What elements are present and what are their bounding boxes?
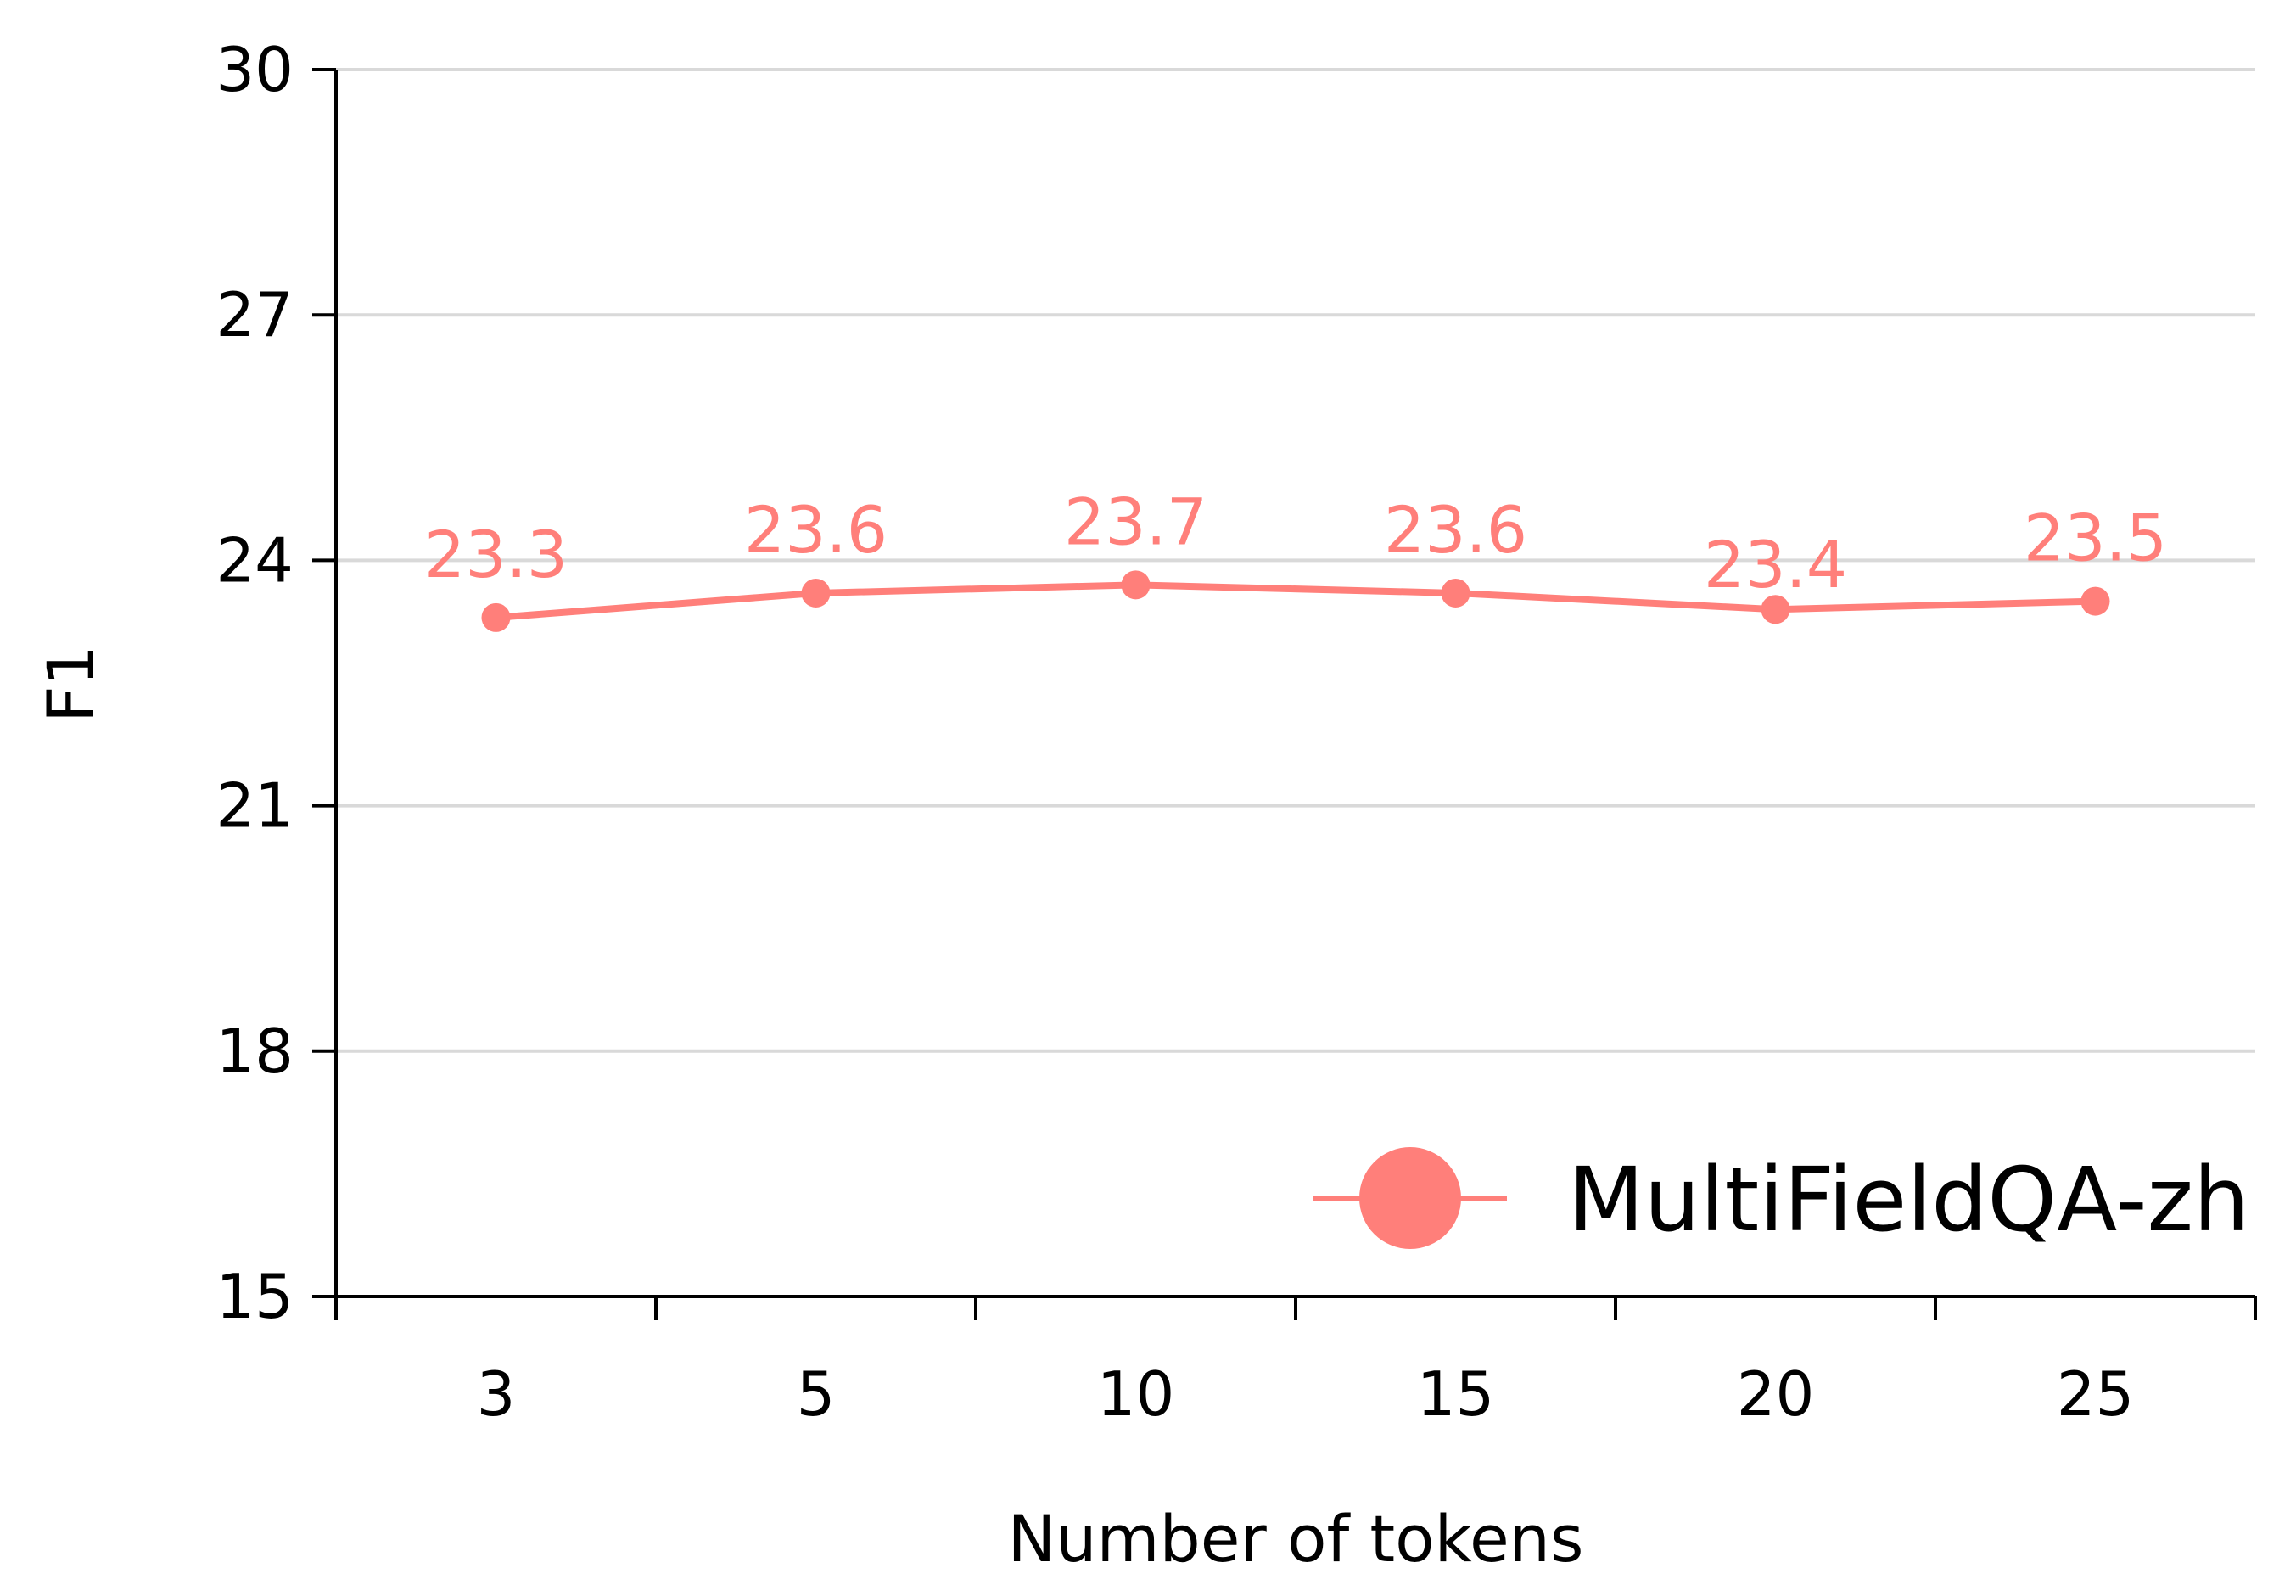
x-tick-label: 5	[797, 1358, 836, 1430]
data-point	[1761, 595, 1790, 624]
x-ticks: 3 5 10 15 20 25	[334, 1296, 2257, 1430]
series-line	[496, 581, 2096, 621]
x-tick-label: 15	[1417, 1358, 1495, 1430]
y-axis-title: F1	[33, 645, 109, 723]
y-ticks: 15 18 21 24 27 30	[216, 34, 336, 1332]
legend: MultiFieldQA-zh	[1313, 1147, 2249, 1252]
legend-dot-marker	[1359, 1147, 1461, 1249]
legend-label: MultiFieldQA-zh	[1568, 1148, 2249, 1252]
x-tick-label: 3	[477, 1358, 516, 1430]
data-label: 23.3	[424, 517, 568, 592]
data-point	[801, 578, 831, 608]
data-point	[1441, 578, 1470, 608]
data-label: 23.6	[1384, 492, 1527, 568]
y-tick-label: 27	[216, 279, 294, 350]
series-group	[481, 570, 2110, 632]
y-tick-label: 30	[216, 34, 294, 105]
y-tick-label: 21	[216, 770, 294, 842]
x-tick-label: 20	[1737, 1358, 1815, 1430]
data-labels: 23.3 23.6 23.7 23.6 23.4 23.5	[424, 484, 2167, 602]
data-label: 23.4	[1704, 527, 1847, 602]
x-tick-label: 25	[2057, 1358, 2135, 1430]
axes	[334, 70, 2255, 1298]
y-tick-label: 24	[216, 524, 294, 596]
y-tick-label: 18	[216, 1016, 294, 1087]
x-tick-label: 10	[1097, 1358, 1175, 1430]
x-axis-title: Number of tokens	[1008, 1501, 1584, 1576]
y-tick-label: 15	[216, 1261, 294, 1332]
data-point	[2080, 586, 2110, 616]
data-point	[481, 602, 511, 632]
data-label: 23.7	[1064, 484, 1207, 559]
data-point	[1121, 570, 1151, 600]
gridlines	[336, 68, 2255, 1053]
data-label: 23.5	[2024, 501, 2167, 576]
data-label: 23.6	[744, 492, 888, 568]
